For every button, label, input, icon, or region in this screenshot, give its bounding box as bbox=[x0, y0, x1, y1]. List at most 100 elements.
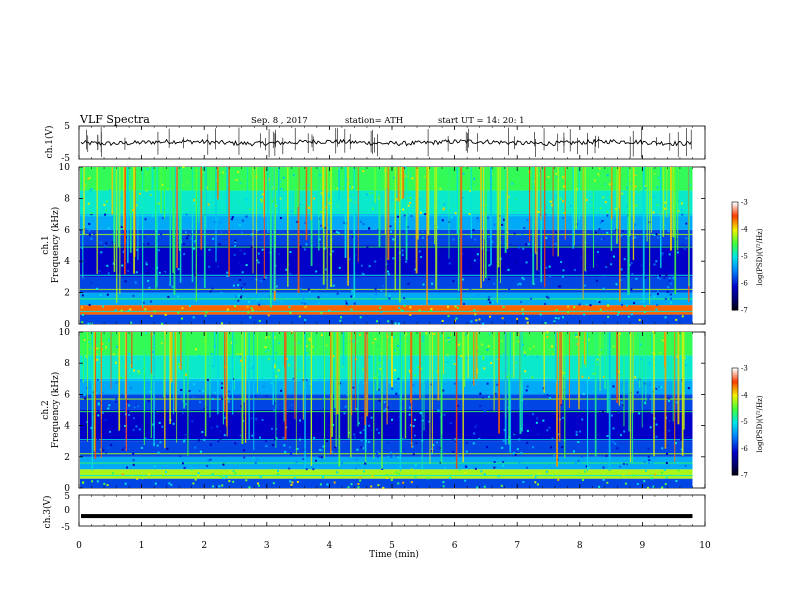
noise-pixel bbox=[128, 352, 131, 355]
noise-pixel bbox=[345, 193, 348, 196]
noise-pixel bbox=[183, 440, 186, 443]
noise-pixel bbox=[129, 386, 132, 389]
noise-pixel bbox=[186, 181, 189, 184]
noise-pixel bbox=[592, 372, 595, 375]
noise-pixel bbox=[638, 412, 641, 415]
noise-pixel bbox=[538, 269, 541, 272]
noise-pixel bbox=[368, 192, 371, 195]
colorbar-cell bbox=[732, 369, 738, 373]
noise-pixel bbox=[132, 417, 135, 420]
sferic-streak bbox=[118, 167, 120, 248]
colorbar-tick-label: -3 bbox=[741, 199, 748, 207]
noise-pixel bbox=[446, 305, 449, 308]
noise-pixel bbox=[502, 460, 505, 463]
sferic-streak bbox=[498, 332, 500, 434]
sferic-streak bbox=[338, 167, 340, 201]
noise-pixel bbox=[328, 362, 331, 365]
noise-pixel bbox=[271, 443, 274, 446]
noise-pixel bbox=[149, 193, 152, 196]
noise-pixel bbox=[630, 262, 633, 265]
noise-pixel bbox=[303, 248, 306, 251]
sferic-streak bbox=[659, 167, 662, 268]
noise-pixel bbox=[138, 372, 141, 375]
noise-pixel bbox=[152, 268, 155, 271]
noise-pixel bbox=[431, 452, 434, 455]
noise-pixel bbox=[439, 347, 442, 350]
noise-pixel bbox=[623, 267, 626, 270]
noise-pixel bbox=[610, 263, 613, 266]
noise-pixel bbox=[501, 223, 504, 226]
noise-pixel bbox=[473, 432, 476, 435]
colorbar-cell bbox=[732, 247, 738, 250]
noise-pixel bbox=[469, 250, 472, 253]
noise-pixel bbox=[146, 424, 149, 427]
noise-pixel bbox=[501, 464, 504, 467]
noise-pixel bbox=[317, 296, 320, 299]
colorbar-cell bbox=[732, 292, 738, 295]
colorbar-cell bbox=[732, 412, 738, 415]
noise-pixel bbox=[239, 355, 242, 358]
noise-pixel bbox=[90, 282, 93, 285]
noise-pixel bbox=[328, 198, 331, 201]
noise-pixel bbox=[386, 258, 389, 261]
noise-pixel bbox=[446, 403, 449, 406]
noise-pixel bbox=[258, 303, 261, 306]
noise-pixel bbox=[194, 348, 197, 351]
sferic-streak bbox=[217, 167, 219, 200]
ch1-channel-label: ch.1 bbox=[41, 235, 51, 254]
noise-pixel bbox=[144, 308, 147, 311]
noise-pixel bbox=[647, 447, 650, 450]
noise-pixel bbox=[135, 425, 138, 428]
noise-pixel bbox=[393, 427, 396, 430]
noise-pixel bbox=[597, 172, 600, 175]
noise-pixel bbox=[275, 428, 278, 431]
noise-pixel bbox=[193, 383, 196, 386]
noise-pixel bbox=[412, 441, 415, 444]
sferic-streak bbox=[173, 167, 176, 296]
sferic-streak bbox=[330, 332, 332, 455]
sferic-streak bbox=[575, 167, 578, 230]
noise-pixel bbox=[634, 173, 637, 176]
colorbar-cell bbox=[732, 458, 738, 462]
noise-pixel bbox=[90, 213, 93, 216]
noise-pixel bbox=[669, 420, 672, 423]
noise-pixel bbox=[578, 303, 581, 306]
noise-pixel bbox=[223, 434, 226, 437]
noise-pixel bbox=[131, 475, 134, 478]
colorbar-cell bbox=[732, 209, 738, 212]
noise-pixel bbox=[392, 336, 395, 339]
noise-pixel bbox=[685, 222, 688, 225]
tonal-line bbox=[80, 379, 693, 381]
noise-pixel bbox=[411, 177, 414, 180]
noise-pixel bbox=[222, 477, 225, 480]
sferic-streak bbox=[344, 167, 347, 258]
noise-pixel bbox=[239, 278, 242, 281]
sferic-streak bbox=[521, 332, 523, 432]
noise-pixel bbox=[442, 485, 445, 488]
sferic-streak bbox=[506, 167, 509, 249]
noise-pixel bbox=[386, 474, 389, 477]
noise-pixel bbox=[561, 416, 564, 419]
noise-pixel bbox=[537, 433, 540, 436]
noise-pixel bbox=[377, 450, 380, 453]
noise-pixel bbox=[177, 295, 180, 298]
noise-pixel bbox=[448, 340, 451, 343]
noise-pixel bbox=[96, 480, 99, 483]
noise-pixel bbox=[585, 303, 588, 306]
sferic-streak bbox=[632, 167, 635, 261]
sferic-streak bbox=[374, 167, 376, 204]
noise-pixel bbox=[493, 466, 496, 469]
sferic-streak bbox=[153, 332, 155, 447]
noise-pixel bbox=[664, 316, 667, 319]
noise-pixel bbox=[194, 274, 197, 277]
noise-pixel bbox=[401, 310, 404, 313]
colorbar-tick-label: -3 bbox=[741, 365, 748, 373]
noise-pixel bbox=[653, 263, 656, 266]
noise-pixel bbox=[578, 418, 581, 421]
sferic-streak bbox=[458, 167, 460, 290]
noise-pixel bbox=[308, 206, 311, 209]
colorbar-cell bbox=[732, 290, 738, 293]
sferic-streak bbox=[217, 332, 219, 415]
ch3-ylabel: ch.3(V) bbox=[42, 496, 53, 529]
noise-pixel bbox=[102, 449, 105, 452]
